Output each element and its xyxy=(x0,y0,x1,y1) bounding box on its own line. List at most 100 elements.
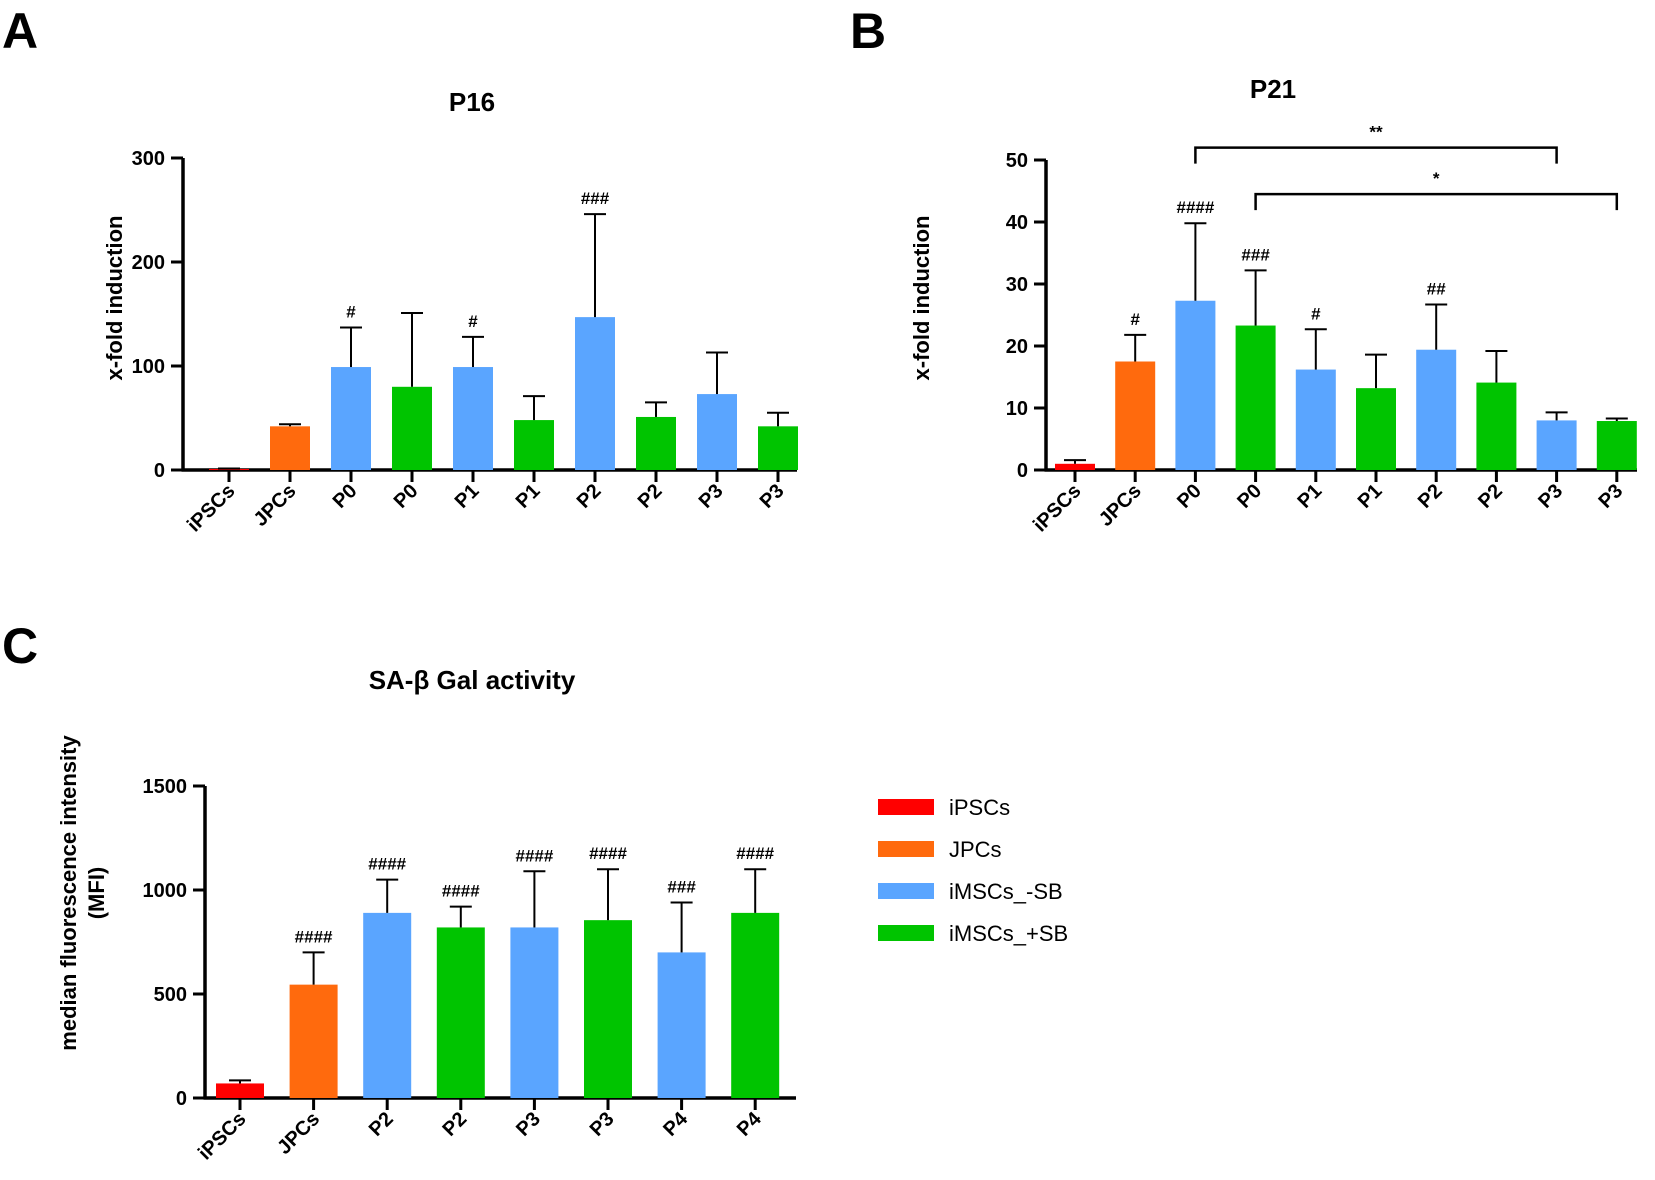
comparison-bracket-label: * xyxy=(1433,169,1440,188)
bar xyxy=(363,912,412,1098)
x-tick-label: JPCs xyxy=(273,1108,324,1159)
x-tick-label: P1 xyxy=(451,480,484,513)
significance-label: ### xyxy=(581,189,610,208)
comparison-bracket xyxy=(1194,146,1558,164)
y-tick-label: 300 xyxy=(132,148,165,170)
y-axis-label-line-2: (MFI) xyxy=(84,867,109,920)
bar xyxy=(392,386,432,470)
chart-panel-a-p16: P16 x-fold induction 0 100 200 300 iPSCs JPCs… xyxy=(102,87,798,536)
bar xyxy=(1295,369,1336,470)
bar xyxy=(453,367,493,470)
legend-swatch xyxy=(878,925,934,941)
x-tick-label: P2 xyxy=(1474,480,1507,513)
x-tick-label: P3 xyxy=(756,480,789,513)
x-tick-label: JPCs xyxy=(250,480,301,531)
x-tick-label: P2 xyxy=(634,480,667,513)
x-tick-label: P4 xyxy=(733,1107,766,1140)
bar xyxy=(270,426,310,470)
y-tick-label: 0 xyxy=(176,1088,187,1110)
x-tick-label: P1 xyxy=(1354,480,1387,513)
x-tick-label: P1 xyxy=(512,480,545,513)
y-tick-label: 10 xyxy=(1006,398,1028,420)
legend-entry-ipscs: iPSCs xyxy=(878,795,1010,820)
bar xyxy=(1416,349,1457,470)
y-tick-label: 40 xyxy=(1006,212,1028,234)
x-tick-label: iPSCs xyxy=(1029,480,1085,536)
panel-letter-a: A xyxy=(2,3,38,59)
significance-label: #### xyxy=(368,855,406,874)
x-tick-label: JPCs xyxy=(1095,480,1146,531)
legend-swatch xyxy=(878,841,934,857)
significance-label: #### xyxy=(295,927,333,946)
bar xyxy=(1476,382,1517,470)
legend-label: iMSCs_+SB xyxy=(949,921,1068,946)
bar xyxy=(209,468,249,470)
y-tick-label: 100 xyxy=(132,356,165,378)
significance-label: #### xyxy=(1176,198,1214,217)
bar xyxy=(1055,463,1095,470)
panel-letter-b: B xyxy=(850,3,886,59)
bar xyxy=(510,927,559,1098)
x-tick-label: P0 xyxy=(1233,480,1266,513)
comparison-bracket xyxy=(1254,192,1619,211)
panel-letter-c: C xyxy=(2,618,38,674)
x-tick-label: P2 xyxy=(1414,480,1447,513)
bar xyxy=(331,367,371,470)
y-tick-label: 500 xyxy=(154,984,187,1006)
x-tick-label: P0 xyxy=(329,480,362,513)
bar xyxy=(1115,361,1156,470)
significance-label: # xyxy=(468,312,478,331)
y-tick-label: 0 xyxy=(154,460,165,482)
y-axis-label: x-fold induction xyxy=(102,216,127,381)
legend-label: iMSCs_-SB xyxy=(949,879,1063,904)
x-tick-label: P2 xyxy=(438,1108,471,1141)
bar xyxy=(1175,300,1216,470)
x-tick-label: iPSCs xyxy=(194,1108,250,1164)
x-tick-label: P3 xyxy=(1594,480,1627,513)
x-tick-label: P3 xyxy=(695,480,728,513)
legend-entry-imscs-plus-sb: iMSCs_+SB xyxy=(878,921,1068,946)
y-tick-label: 1000 xyxy=(143,880,188,902)
x-tick-label: P3 xyxy=(1534,480,1567,513)
legend-entry-imscs-minus-sb: iMSCs_-SB xyxy=(878,879,1063,904)
bar xyxy=(575,317,615,470)
chart-title: SA-β Gal activity xyxy=(369,665,576,695)
y-axis-label-line-1: median fluorescence intensity xyxy=(56,735,81,1051)
bar xyxy=(657,952,706,1098)
x-tick-label: P2 xyxy=(573,480,606,513)
bar xyxy=(636,416,676,470)
significance-label: # xyxy=(346,303,356,322)
comparison-bracket-label: ** xyxy=(1369,123,1383,142)
significance-label: ## xyxy=(1427,279,1446,298)
bar xyxy=(1596,421,1637,470)
y-tick-label: 20 xyxy=(1006,336,1028,358)
x-tick-label: P3 xyxy=(586,1108,619,1141)
y-tick-label: 50 xyxy=(1006,150,1028,172)
significance-label: ### xyxy=(667,877,696,896)
x-tick-label: P1 xyxy=(1293,480,1326,513)
legend-label: JPCs xyxy=(949,837,1002,862)
bar xyxy=(584,920,632,1098)
x-tick-label: P0 xyxy=(390,480,423,513)
y-tick-label: 200 xyxy=(132,252,165,274)
significance-label: ### xyxy=(1241,245,1270,264)
bar xyxy=(289,984,338,1098)
x-tick-label: iPSCs xyxy=(183,480,239,536)
bar xyxy=(1356,388,1396,470)
significance-label: # xyxy=(1130,310,1140,329)
legend-swatch xyxy=(878,799,934,815)
bar xyxy=(216,1083,264,1098)
bar xyxy=(436,927,485,1098)
chart-panel-b-p21: P21 x-fold induction 0 10 20 30 40 50 iPSCs JPC… xyxy=(909,74,1637,536)
bar xyxy=(758,426,798,470)
x-tick-label: P0 xyxy=(1173,480,1206,513)
plot-area: 0 100 200 300 iPSCs JPCs P0 # P0 P1 # P1 P2 ### P2 P3 P3 xyxy=(132,148,798,536)
bar xyxy=(1536,420,1577,470)
significance-label: #### xyxy=(515,846,553,865)
significance-label: #### xyxy=(442,882,480,901)
bar xyxy=(731,912,780,1098)
significance-label: #### xyxy=(589,844,627,863)
chart-title: P21 xyxy=(1250,74,1296,104)
chart-legend: iPSCs JPCs iMSCs_-SB iMSCs_+SB xyxy=(878,795,1068,946)
